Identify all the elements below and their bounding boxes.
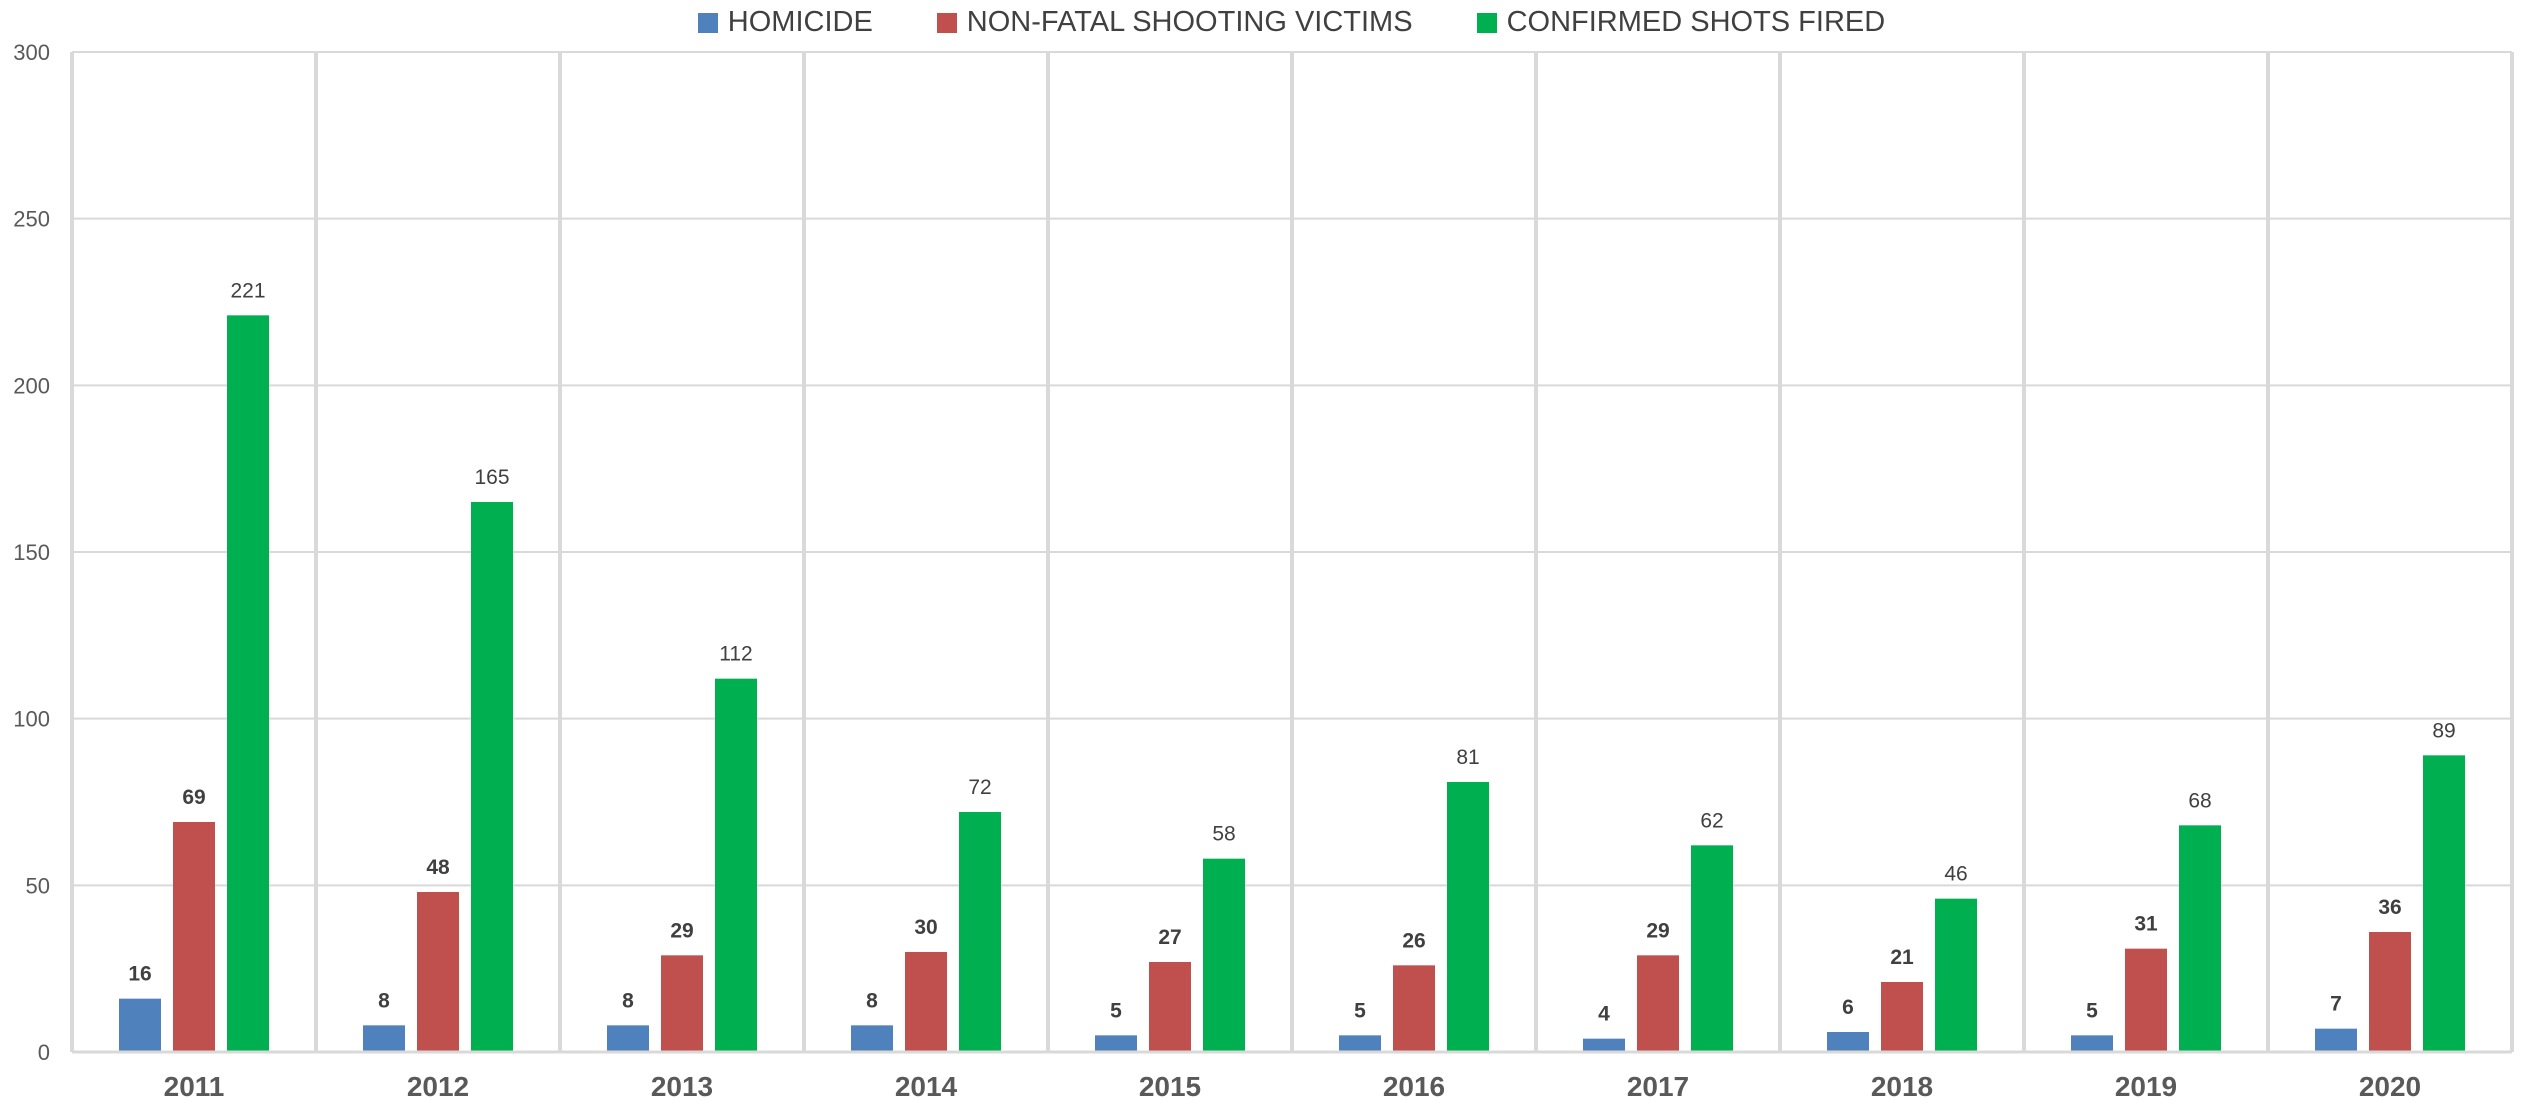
y-tick-label: 50 — [26, 873, 50, 898]
y-tick-label: 200 — [13, 373, 50, 398]
bar-0-2011 — [119, 998, 161, 1052]
bar-0-2019 — [2071, 1035, 2113, 1052]
y-tick-label: 0 — [38, 1040, 50, 1065]
legend: HOMICIDE NON-FATAL SHOOTING VICTIMS CONF… — [30, 6, 2523, 39]
data-label-0-2011: 16 — [128, 963, 151, 986]
data-label-2-2014: 72 — [968, 776, 991, 799]
bar-0-2012 — [363, 1025, 405, 1052]
data-label-2-2013: 112 — [719, 643, 752, 666]
y-tick-label: 150 — [13, 540, 50, 565]
data-label-2-2020: 89 — [2432, 719, 2455, 742]
bar-2-2014 — [959, 812, 1001, 1052]
bar-1-2014 — [905, 952, 947, 1052]
legend-item-homicide: HOMICIDE — [697, 6, 873, 39]
data-label-0-2014: 8 — [866, 989, 878, 1012]
data-label-1-2018: 21 — [1890, 946, 1914, 969]
bar-2-2017 — [1691, 845, 1733, 1052]
bar-1-2012 — [417, 892, 459, 1052]
bar-0-2014 — [851, 1025, 893, 1052]
x-tick-label-2014: 2014 — [895, 1071, 958, 1102]
bar-2-2019 — [2179, 825, 2221, 1052]
bar-2-2018 — [1935, 898, 1977, 1052]
legend-label-non-fatal: NON-FATAL SHOOTING VICTIMS — [966, 6, 1413, 38]
data-label-0-2020: 7 — [2330, 993, 2342, 1016]
x-tick-label-2019: 2019 — [2115, 1071, 2177, 1102]
bar-0-2018 — [1827, 1032, 1869, 1052]
bar-2-2013 — [715, 678, 757, 1052]
bar-0-2017 — [1583, 1038, 1625, 1052]
data-label-2-2017: 62 — [1700, 809, 1723, 832]
data-label-1-2020: 36 — [2378, 896, 2401, 919]
data-label-0-2019: 5 — [2086, 999, 2098, 1022]
bar-0-2016 — [1339, 1035, 1381, 1052]
legend-item-non-fatal: NON-FATAL SHOOTING VICTIMS — [936, 6, 1413, 39]
data-label-2-2011: 221 — [230, 279, 265, 302]
y-tick-label: 300 — [13, 40, 50, 65]
x-tick-label-2017: 2017 — [1627, 1071, 1689, 1102]
bar-1-2011 — [173, 822, 215, 1052]
x-tick-label-2020: 2020 — [2359, 1071, 2421, 1102]
data-label-1-2011: 69 — [182, 786, 205, 809]
x-tick-label-2016: 2016 — [1383, 1071, 1445, 1102]
data-label-2-2018: 46 — [1944, 863, 1967, 886]
bar-2-2015 — [1203, 858, 1245, 1052]
legend-swatch-homicide — [697, 12, 718, 33]
data-label-1-2019: 31 — [2134, 913, 2158, 936]
legend-label-homicide: HOMICIDE — [727, 6, 873, 38]
bar-0-2020 — [2315, 1028, 2357, 1052]
bar-2-2011 — [227, 315, 269, 1052]
bar-1-2020 — [2369, 932, 2411, 1052]
data-label-2-2015: 58 — [1212, 823, 1235, 846]
data-label-0-2013: 8 — [622, 989, 634, 1012]
x-tick-label-2015: 2015 — [1139, 1071, 1201, 1102]
data-label-1-2012: 48 — [426, 856, 450, 879]
bar-1-2017 — [1637, 955, 1679, 1052]
legend-label-shots-fired: CONFIRMED SHOTS FIRED — [1506, 6, 1886, 38]
data-label-2-2019: 68 — [2188, 789, 2211, 812]
x-tick-label-2013: 2013 — [651, 1071, 713, 1102]
bar-0-2013 — [607, 1025, 649, 1052]
bar-2-2016 — [1447, 782, 1489, 1052]
data-label-1-2015: 27 — [1158, 926, 1181, 949]
x-tick-label-2012: 2012 — [407, 1071, 469, 1102]
data-label-0-2016: 5 — [1354, 999, 1366, 1022]
legend-item-shots-fired: CONFIRMED SHOTS FIRED — [1476, 6, 1886, 39]
bar-0-2015 — [1095, 1035, 1137, 1052]
bar-1-2016 — [1393, 965, 1435, 1052]
data-label-2-2016: 81 — [1456, 746, 1479, 769]
bar-2-2012 — [471, 502, 513, 1052]
bar-2-2020 — [2423, 755, 2465, 1052]
data-label-1-2013: 29 — [670, 919, 693, 942]
data-label-0-2017: 4 — [1598, 1003, 1610, 1026]
data-label-1-2016: 26 — [1402, 929, 1425, 952]
bar-1-2018 — [1881, 982, 1923, 1052]
x-tick-label-2011: 2011 — [164, 1071, 225, 1102]
y-tick-label: 100 — [13, 707, 50, 732]
y-tick-label: 250 — [13, 207, 50, 232]
legend-swatch-non-fatal — [936, 12, 957, 33]
legend-swatch-shots-fired — [1476, 12, 1497, 33]
bar-1-2015 — [1149, 962, 1191, 1052]
bar-1-2013 — [661, 955, 703, 1052]
x-tick-label-2018: 2018 — [1871, 1071, 1933, 1102]
data-label-2-2012: 165 — [474, 466, 509, 489]
bar-1-2019 — [2125, 948, 2167, 1052]
data-label-0-2012: 8 — [378, 989, 390, 1012]
data-label-0-2018: 6 — [1842, 996, 1854, 1019]
data-label-1-2014: 30 — [914, 916, 937, 939]
data-label-1-2017: 29 — [1646, 919, 1669, 942]
data-label-0-2015: 5 — [1110, 999, 1122, 1022]
